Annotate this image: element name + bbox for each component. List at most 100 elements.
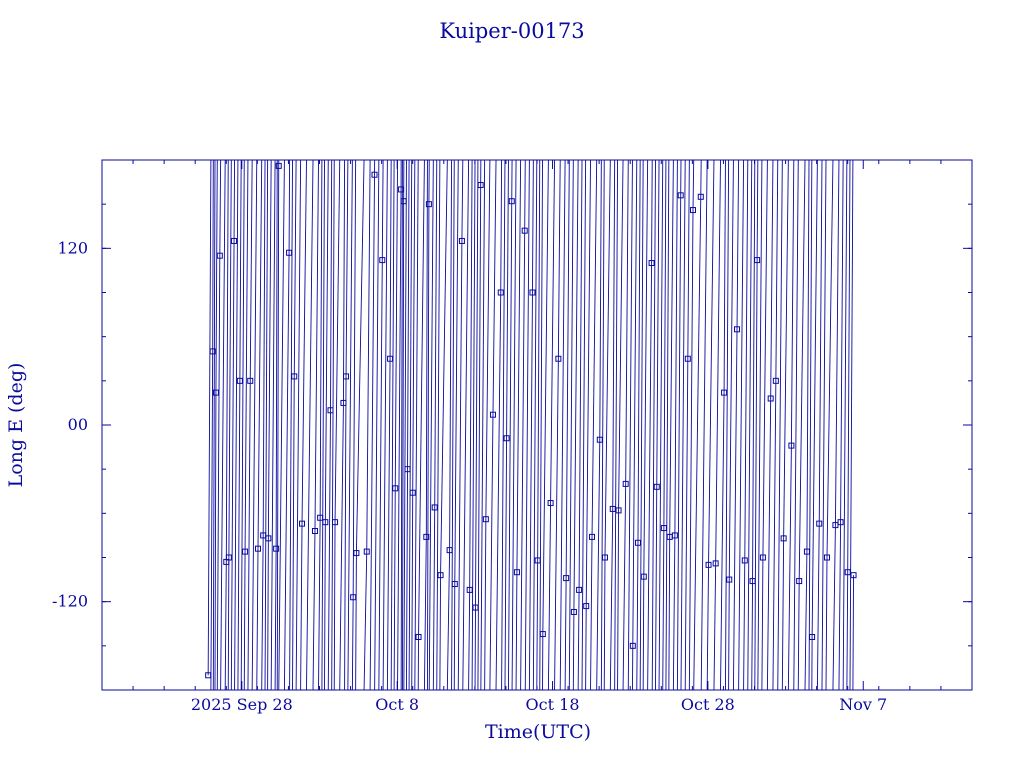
data-point: [684, 355, 691, 362]
axis-ticks: [101, 159, 973, 691]
data-point: [629, 642, 636, 649]
data-point: [726, 576, 733, 583]
plot-area: 2025 Sep 28 Oct 8 Oct 18 Oct 28 Nov 7 120 00 -1…: [52, 159, 973, 714]
data-point: [497, 289, 504, 296]
x-tick-label: 2025 Sep 28: [191, 695, 293, 714]
data-point: [576, 586, 583, 593]
data-point: [754, 257, 761, 264]
data-point: [547, 500, 554, 507]
data-point: [712, 560, 719, 567]
data-point: [671, 532, 678, 539]
data-point: [371, 171, 378, 178]
data-point: [477, 182, 484, 189]
data-point: [690, 207, 696, 214]
series-group: [205, 160, 857, 690]
data-point: [601, 554, 608, 561]
data-point: [299, 520, 306, 527]
data-point: [489, 411, 496, 418]
data-point: [529, 289, 536, 296]
data-point: [555, 355, 562, 362]
x-tick-label: Nov 7: [839, 695, 887, 714]
data-point: [350, 594, 357, 601]
data-point: [446, 547, 453, 554]
data-point: [437, 572, 444, 579]
data-point: [458, 237, 465, 244]
data-point: [850, 572, 857, 579]
data-point: [563, 575, 570, 582]
data-point: [286, 249, 293, 256]
data-point: [803, 548, 810, 555]
data-point: [653, 483, 660, 490]
data-point: [425, 201, 432, 208]
data-point: [273, 545, 280, 552]
data-point: [780, 535, 787, 542]
data-point: [327, 407, 334, 414]
data-point: [596, 436, 603, 443]
data-point: [583, 603, 590, 610]
data-point: [521, 227, 528, 234]
y-tick-label: 00: [68, 415, 88, 434]
data-point: [392, 485, 399, 492]
data-point: [759, 554, 766, 561]
data-point: [816, 520, 823, 527]
data-point: [772, 377, 779, 384]
data-point: [265, 535, 272, 542]
data-point: [409, 489, 416, 496]
data-point: [353, 550, 360, 557]
data-point: [212, 389, 219, 396]
data-point: [291, 373, 298, 380]
data-point: [317, 514, 324, 521]
data-point: [205, 672, 212, 679]
data-point: [231, 237, 238, 244]
data-point: [697, 193, 704, 200]
y-axis-title: Long E (deg): [5, 363, 27, 488]
axis-tick-labels: 2025 Sep 28 Oct 8 Oct 18 Oct 28 Nov 7 120 00 -1…: [52, 238, 887, 714]
data-point: [363, 548, 370, 555]
data-point: [340, 399, 347, 406]
data-point: [311, 528, 318, 534]
data-point: [466, 586, 473, 593]
data-point: [247, 377, 254, 384]
data-point: [242, 548, 249, 555]
data-point: [513, 569, 520, 576]
y-tick-label: -120: [52, 592, 88, 611]
data-point: [844, 569, 851, 576]
data-point: [824, 554, 830, 561]
data-point: [615, 507, 622, 514]
data-point: [648, 260, 655, 267]
data-point: [482, 516, 489, 523]
data-point: [423, 533, 430, 540]
data-point: [451, 581, 458, 587]
data-point: [322, 519, 329, 526]
data-point: [788, 442, 795, 449]
data-point: [837, 519, 844, 526]
data-point: [225, 554, 232, 561]
data-point: [741, 557, 748, 564]
series-line: [207, 160, 854, 690]
data-point: [721, 389, 728, 396]
data-point: [809, 634, 816, 640]
data-point: [539, 631, 546, 638]
data-point: [343, 373, 350, 380]
data-point: [534, 557, 541, 564]
data-point: [634, 539, 641, 546]
data-point: [734, 326, 741, 333]
data-point: [796, 578, 803, 585]
data-point: [589, 533, 596, 540]
data-point: [705, 561, 712, 568]
x-tick-label: Oct 18: [526, 695, 580, 714]
data-point: [472, 604, 479, 611]
data-point: [660, 525, 667, 532]
data-point: [503, 435, 510, 442]
data-point: [431, 504, 438, 511]
x-tick-label: Oct 8: [375, 695, 419, 714]
data-point: [209, 348, 216, 355]
data-point: [622, 480, 629, 487]
data-point: [255, 545, 261, 552]
data-point: [609, 505, 616, 512]
data-point: [570, 608, 577, 615]
y-tick-label: 120: [57, 238, 88, 257]
data-point: [387, 355, 394, 362]
data-point: [332, 519, 339, 526]
